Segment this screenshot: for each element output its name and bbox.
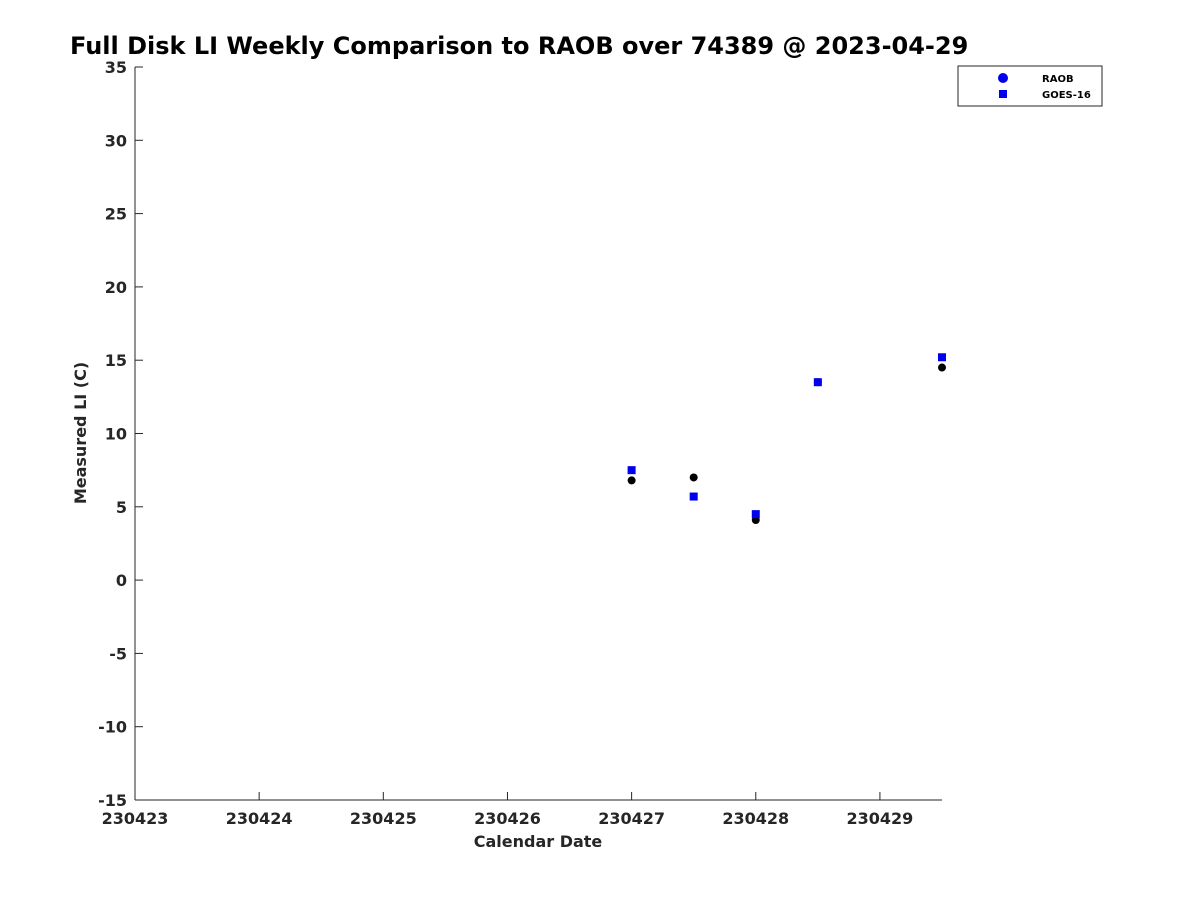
x-axis-title: Calendar Date (474, 832, 603, 851)
legend-box (957, 65, 1103, 107)
y-axis-title: Measured LI (C) (71, 362, 90, 504)
x-tick-label: 230428 (722, 809, 789, 828)
goes-16-point (813, 378, 822, 387)
goes-16-point (689, 492, 698, 501)
y-tick-label: 0 (116, 571, 127, 590)
x-tick-label: 230427 (598, 809, 665, 828)
legend-marker-goes-16 (999, 90, 1007, 98)
y-tick-label: 10 (105, 425, 127, 444)
goes-16-point (751, 510, 760, 519)
data-points (627, 353, 946, 524)
raob-point (689, 473, 698, 482)
y-tick-label: 20 (105, 278, 127, 297)
x-tick-label: 230426 (474, 809, 541, 828)
y-tick-label: 35 (105, 58, 127, 77)
x-tick-label: 230424 (226, 809, 293, 828)
y-tick-label: 25 (105, 205, 127, 224)
chart-title: Full Disk LI Weekly Comparison to RAOB o… (70, 32, 968, 60)
x-tick-label: 230425 (350, 809, 417, 828)
goes-16-point (938, 353, 946, 362)
x-tick-label: 230423 (102, 809, 169, 828)
y-tick-label: -10 (98, 718, 127, 737)
legend-items: RAOB GOES-16 (998, 73, 1091, 101)
y-tick-label: -15 (98, 791, 127, 810)
raob-point (627, 476, 636, 485)
legend-label-goes-16: GOES-16 (1042, 90, 1091, 101)
raob-point (938, 363, 946, 372)
x-tick-label: 230429 (847, 809, 914, 828)
y-axis-ticks: -15 -10 -5 0 5 10 15 20 25 30 35 (98, 58, 143, 810)
x-axis-ticks: 230423 230424 230425 230426 230427 230428 2304… (102, 792, 914, 828)
y-tick-label: -5 (109, 644, 127, 663)
legend-marker-raob (998, 73, 1008, 83)
y-tick-label: 15 (105, 351, 127, 370)
goes-16-point (627, 466, 636, 475)
legend: RAOB GOES-16 (957, 65, 1103, 107)
y-tick-label: 30 (105, 131, 127, 150)
y-tick-label: 5 (116, 498, 127, 517)
legend-label-raob: RAOB (1042, 74, 1074, 85)
axes (134, 67, 942, 801)
